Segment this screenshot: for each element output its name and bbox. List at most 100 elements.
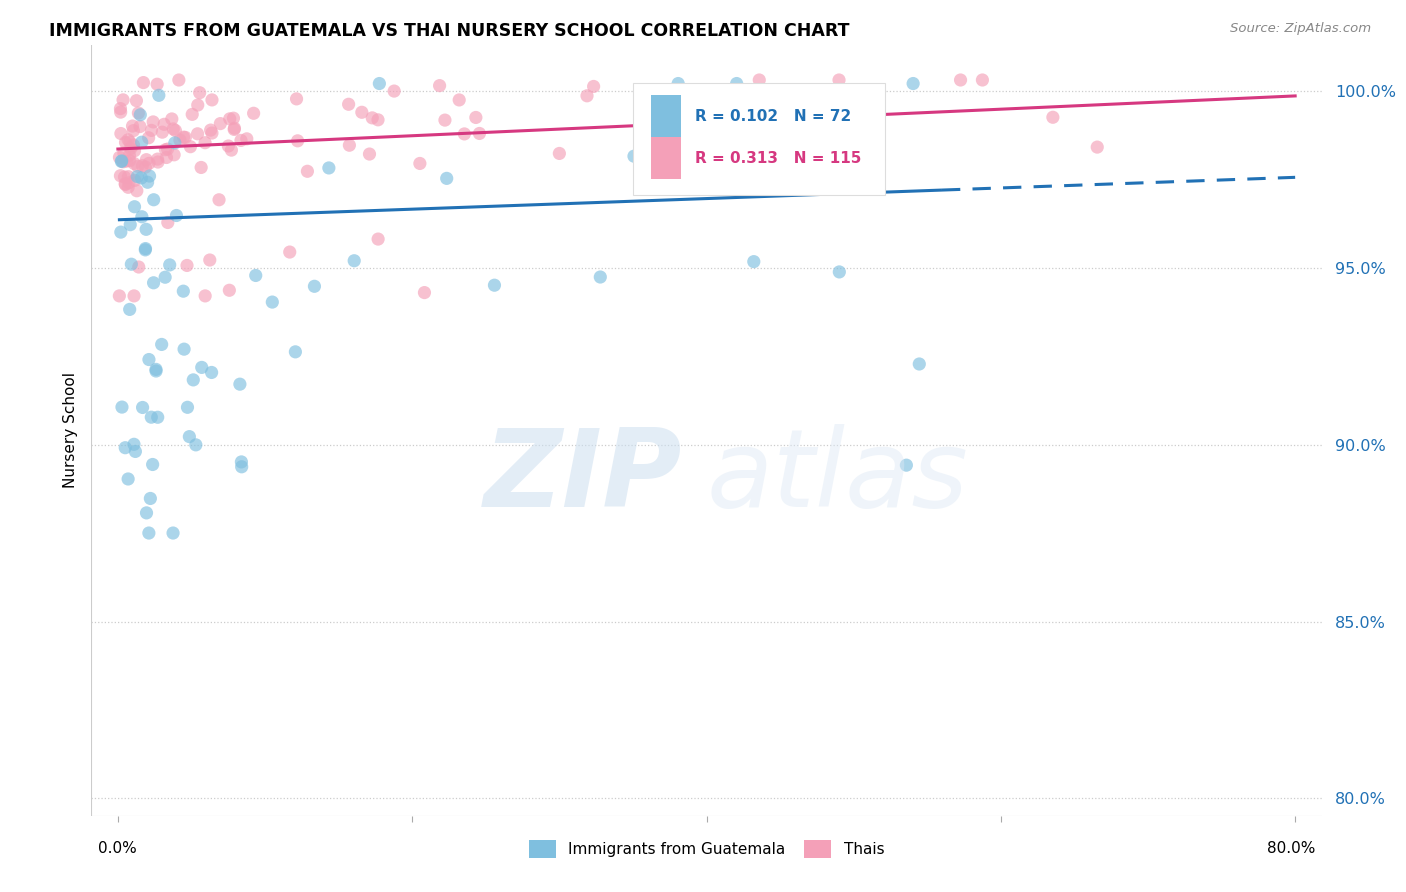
Point bbox=[111, 153, 134, 168]
Point bbox=[131, 135, 153, 149]
Point bbox=[110, 127, 132, 141]
Point bbox=[361, 111, 384, 125]
Point bbox=[110, 154, 132, 169]
Point bbox=[153, 270, 176, 285]
Point bbox=[153, 117, 176, 131]
Point bbox=[165, 123, 187, 137]
Point bbox=[218, 112, 240, 126]
Point bbox=[172, 284, 194, 298]
Point bbox=[169, 133, 191, 147]
Point bbox=[146, 410, 169, 425]
Point bbox=[127, 169, 149, 184]
Point bbox=[146, 155, 169, 169]
Point bbox=[148, 88, 170, 103]
Point bbox=[146, 77, 169, 91]
Point bbox=[112, 93, 135, 107]
Point bbox=[576, 88, 599, 103]
Point bbox=[350, 105, 373, 120]
Point bbox=[409, 156, 432, 170]
Point bbox=[188, 86, 211, 100]
FancyBboxPatch shape bbox=[633, 83, 884, 195]
Point bbox=[134, 243, 156, 257]
Point bbox=[117, 169, 139, 184]
Point bbox=[135, 222, 157, 236]
Point bbox=[224, 121, 246, 136]
Point bbox=[122, 289, 145, 303]
Bar bbox=[651, 136, 681, 179]
Point bbox=[138, 156, 160, 170]
Text: 80.0%: 80.0% bbox=[1267, 841, 1316, 855]
Point bbox=[832, 111, 855, 125]
Point bbox=[231, 459, 253, 474]
Point bbox=[138, 130, 160, 145]
Point bbox=[242, 106, 264, 120]
Point bbox=[114, 441, 136, 455]
Point bbox=[1085, 140, 1108, 154]
Point bbox=[117, 180, 139, 194]
Point bbox=[337, 138, 360, 153]
Point bbox=[901, 77, 924, 91]
Text: Source: ZipAtlas.com: Source: ZipAtlas.com bbox=[1230, 22, 1371, 36]
Point bbox=[110, 169, 132, 183]
Point bbox=[141, 123, 163, 137]
Point bbox=[209, 117, 232, 131]
Point bbox=[110, 225, 132, 239]
Point bbox=[162, 526, 184, 541]
Point bbox=[135, 153, 157, 167]
Point bbox=[181, 373, 204, 387]
Point bbox=[110, 105, 132, 120]
Point bbox=[208, 193, 231, 207]
Point bbox=[111, 400, 134, 414]
Point bbox=[287, 134, 309, 148]
Point bbox=[245, 268, 267, 283]
Point bbox=[131, 159, 153, 173]
Point bbox=[155, 143, 177, 157]
Point bbox=[128, 260, 150, 274]
Point bbox=[142, 193, 165, 207]
Point bbox=[150, 337, 173, 351]
Point bbox=[318, 161, 340, 175]
Point bbox=[190, 360, 212, 375]
Point bbox=[118, 148, 141, 162]
Point bbox=[949, 73, 972, 87]
Point bbox=[108, 289, 131, 303]
Point bbox=[131, 171, 153, 186]
Text: ZIP: ZIP bbox=[484, 424, 682, 530]
Text: 0.0%: 0.0% bbox=[97, 841, 136, 855]
Point bbox=[278, 245, 301, 260]
Point bbox=[124, 173, 146, 187]
Point bbox=[163, 136, 186, 150]
Point bbox=[124, 144, 146, 158]
Point bbox=[187, 127, 209, 141]
Point bbox=[742, 254, 765, 268]
Point bbox=[1042, 110, 1064, 124]
Point bbox=[122, 123, 145, 137]
Point bbox=[236, 132, 259, 146]
Point bbox=[139, 491, 162, 506]
Text: R = 0.102   N = 72: R = 0.102 N = 72 bbox=[696, 109, 852, 124]
Point bbox=[734, 144, 756, 158]
Point bbox=[142, 115, 165, 129]
Point bbox=[179, 139, 201, 153]
Point bbox=[262, 295, 284, 310]
Point bbox=[124, 444, 146, 458]
Point bbox=[138, 169, 160, 183]
Point bbox=[136, 175, 159, 189]
Point bbox=[229, 377, 252, 392]
Point bbox=[304, 279, 326, 293]
Point bbox=[145, 362, 167, 376]
Point bbox=[623, 149, 645, 163]
Point bbox=[217, 139, 239, 153]
Point bbox=[181, 107, 204, 121]
Point bbox=[666, 77, 689, 91]
Point bbox=[284, 344, 307, 359]
Point bbox=[155, 151, 177, 165]
Point bbox=[413, 285, 436, 300]
Point bbox=[972, 73, 994, 87]
Point bbox=[120, 257, 142, 271]
Point bbox=[121, 119, 143, 133]
Point bbox=[429, 78, 451, 93]
Point bbox=[138, 526, 160, 541]
Point bbox=[896, 458, 918, 472]
Text: IMMIGRANTS FROM GUATEMALA VS THAI NURSERY SCHOOL CORRELATION CHART: IMMIGRANTS FROM GUATEMALA VS THAI NURSER… bbox=[49, 22, 849, 40]
